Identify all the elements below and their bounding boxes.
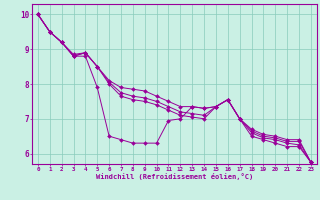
X-axis label: Windchill (Refroidissement éolien,°C): Windchill (Refroidissement éolien,°C) [96,173,253,180]
